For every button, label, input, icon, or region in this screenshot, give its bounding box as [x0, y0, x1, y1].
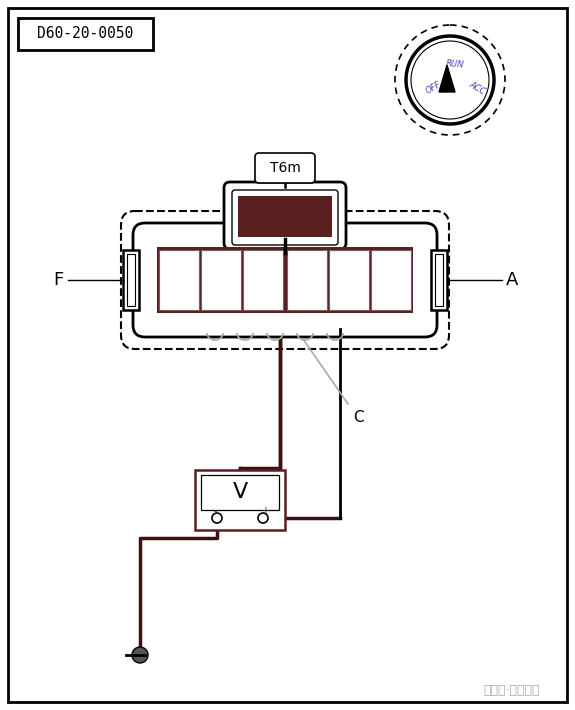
Bar: [127, 254, 135, 306]
Text: ACC: ACC: [467, 80, 487, 97]
Text: A: A: [506, 271, 518, 289]
Circle shape: [406, 36, 494, 124]
Bar: [123, 250, 139, 310]
FancyBboxPatch shape: [255, 153, 315, 183]
Text: -: -: [213, 506, 217, 516]
Bar: [201, 250, 241, 310]
Bar: [18, 18, 153, 50]
Text: +: +: [261, 506, 269, 516]
Bar: [431, 250, 447, 310]
Bar: [201, 475, 279, 510]
Bar: [159, 250, 199, 310]
Text: C: C: [352, 410, 363, 425]
Text: RUN: RUN: [446, 59, 465, 70]
Bar: [329, 250, 369, 310]
Circle shape: [212, 513, 222, 523]
Bar: [435, 254, 443, 306]
Text: T6m: T6m: [270, 161, 300, 175]
FancyBboxPatch shape: [224, 182, 346, 249]
Polygon shape: [439, 65, 455, 92]
Circle shape: [132, 647, 148, 663]
FancyBboxPatch shape: [121, 211, 449, 349]
FancyBboxPatch shape: [133, 223, 437, 337]
Text: F: F: [53, 271, 63, 289]
Text: D60-20-0050: D60-20-0050: [37, 26, 133, 41]
Bar: [157, 247, 413, 313]
Bar: [238, 196, 332, 237]
Bar: [195, 470, 285, 530]
Text: V: V: [232, 483, 248, 503]
Bar: [287, 250, 327, 310]
Bar: [243, 250, 283, 310]
FancyBboxPatch shape: [232, 190, 338, 245]
Text: 中华网·汽车频道: 中华网·汽车频道: [484, 684, 540, 697]
Text: OFF: OFF: [424, 80, 442, 96]
Bar: [371, 250, 411, 310]
Circle shape: [258, 513, 268, 523]
